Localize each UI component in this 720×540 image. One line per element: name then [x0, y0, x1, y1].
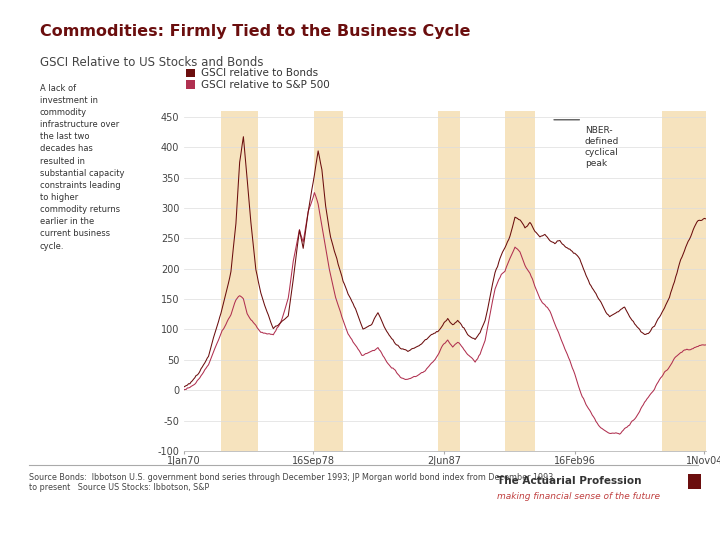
Text: The Actuarial Profession: The Actuarial Profession	[497, 476, 642, 487]
Text: GSCI Relative to US Stocks and Bonds: GSCI Relative to US Stocks and Bonds	[40, 56, 263, 69]
Text: NBER-
defined
cyclical
peak: NBER- defined cyclical peak	[585, 126, 619, 168]
Text: making financial sense of the future: making financial sense of the future	[497, 492, 660, 502]
Bar	[315, 111, 343, 451]
Bar	[505, 111, 535, 451]
Text: A lack of
investment in
commodity
infrastructure over
the last two
decades has
r: A lack of investment in commodity infras…	[40, 84, 124, 251]
Text: Source Bonds:  Ibbotson U.S. government bond series through December 1993; JP Mo: Source Bonds: Ibbotson U.S. government b…	[29, 472, 553, 492]
Text: GSCI relative to Bonds: GSCI relative to Bonds	[201, 68, 318, 78]
Bar	[662, 111, 706, 451]
Text: Commodities: Firmly Tied to the Business Cycle: Commodities: Firmly Tied to the Business…	[40, 24, 470, 39]
Text: GSCI relative to S&P 500: GSCI relative to S&P 500	[201, 80, 330, 90]
Bar	[221, 111, 258, 451]
Bar	[438, 111, 460, 451]
